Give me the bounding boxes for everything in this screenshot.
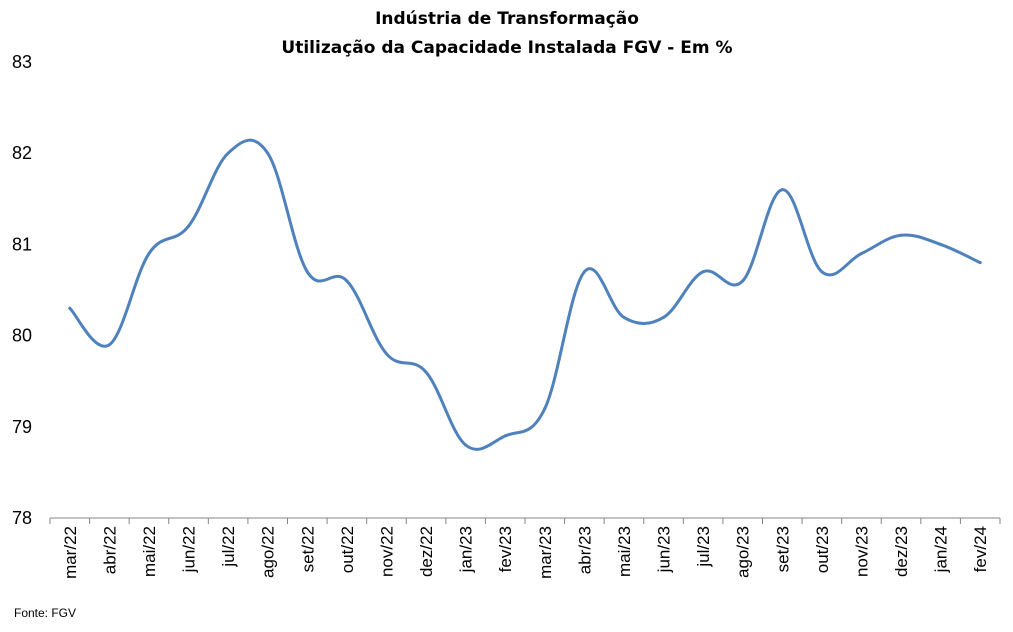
data-point (266, 151, 270, 155)
x-tick-label: out/22 (338, 526, 357, 573)
x-tick-label: jun/22 (180, 526, 199, 573)
x-tick-label: jun/23 (655, 526, 674, 573)
data-point (859, 252, 863, 256)
source-note: Fonte: FGV (14, 606, 77, 620)
data-point (305, 270, 309, 274)
y-axis: 78 79 80 81 82 83 (12, 52, 32, 528)
x-tick-label: mai/22 (140, 526, 159, 577)
chart-title: Indústria de Transformação (375, 9, 639, 29)
data-point (622, 315, 626, 319)
x-tick-label: nov/22 (377, 526, 396, 577)
data-point (424, 370, 428, 374)
y-tick-label: 81 (12, 234, 32, 254)
y-tick-label: 78 (12, 508, 32, 528)
data-point (345, 279, 349, 283)
x-axis: mar/22 abr/22 mai/22 jun/22 jul/22 ago/22 set/… (49, 517, 1001, 579)
y-tick-label: 82 (12, 143, 32, 163)
data-point (147, 252, 151, 256)
x-tick-label: dez/23 (892, 526, 911, 577)
data-point (107, 343, 111, 347)
data-point (939, 242, 943, 246)
x-tick-label: mai/23 (615, 526, 634, 577)
data-point (741, 279, 745, 283)
x-tick-label: mar/22 (61, 526, 80, 579)
x-tick-label: abr/23 (575, 526, 594, 574)
series-group (68, 138, 982, 451)
x-tick-label: jan/24 (932, 526, 951, 573)
data-point (701, 270, 705, 274)
data-point (820, 270, 824, 274)
data-point (582, 270, 586, 274)
data-point (187, 224, 191, 228)
x-tick-label: set/22 (298, 526, 317, 572)
y-tick-label: 79 (12, 417, 32, 437)
data-point (68, 306, 72, 310)
data-point (662, 315, 666, 319)
x-tick-label: abr/22 (100, 526, 119, 574)
data-point (226, 151, 230, 155)
data-point (503, 434, 507, 438)
chart-subtitle: Utilização da Capacidade Instalada FGV -… (281, 38, 732, 58)
x-tick-label: nov/23 (852, 526, 871, 577)
x-tick-label: jan/23 (457, 526, 476, 573)
series-line (68, 138, 982, 451)
x-tick-label: fev/24 (971, 526, 990, 572)
data-point (780, 188, 784, 192)
x-tick-label: fev/23 (496, 526, 515, 572)
data-point (899, 233, 903, 237)
data-point (978, 261, 982, 265)
data-point (543, 407, 547, 411)
x-tick-label: jul/23 (694, 526, 713, 568)
x-tick-label: set/23 (773, 526, 792, 572)
x-tick-label: jul/22 (219, 526, 238, 568)
x-tick-label: dez/22 (417, 526, 436, 577)
y-tick-label: 80 (12, 326, 32, 346)
y-tick-label: 83 (12, 52, 32, 72)
x-tick-label: out/23 (813, 526, 832, 573)
x-tick-label: mar/23 (536, 526, 555, 579)
x-tick-label: ago/23 (734, 526, 753, 578)
x-tick-label: ago/22 (259, 526, 278, 578)
data-point (464, 443, 468, 447)
data-point (384, 352, 388, 356)
